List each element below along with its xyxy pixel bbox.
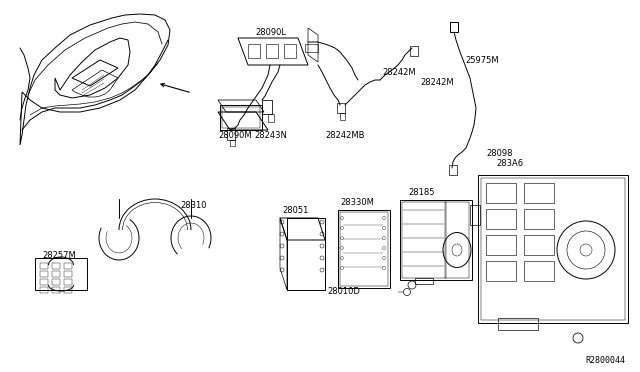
Bar [340, 212, 388, 286]
Bar [498, 318, 538, 330]
Text: 28242M: 28242M [420, 77, 454, 87]
Bar [52, 263, 60, 269]
Bar [230, 140, 235, 146]
Bar [262, 100, 272, 114]
Text: 28010D: 28010D [327, 288, 360, 296]
Text: 28090M: 28090M [218, 131, 252, 140]
Bar [400, 200, 472, 280]
Text: 28090L: 28090L [255, 28, 286, 36]
Bar [52, 271, 60, 277]
Bar [220, 105, 262, 130]
Bar [486, 183, 516, 203]
Bar [410, 46, 418, 56]
Bar [450, 22, 458, 32]
Bar [524, 235, 554, 255]
Bar [402, 202, 446, 278]
Text: 28242MB: 28242MB [325, 131, 365, 140]
Bar [481, 178, 625, 320]
Bar [40, 279, 48, 285]
Bar [52, 279, 60, 285]
Bar [338, 210, 390, 288]
Bar [268, 114, 274, 122]
Text: R2800044: R2800044 [585, 356, 625, 365]
Bar [64, 279, 72, 285]
Text: 28185: 28185 [408, 187, 435, 196]
Bar [35, 258, 87, 290]
Text: 28310: 28310 [180, 201, 207, 209]
Text: 28242M: 28242M [382, 67, 415, 77]
Bar [64, 287, 72, 293]
Bar [52, 287, 60, 293]
Bar [227, 128, 235, 140]
Text: 28243N: 28243N [254, 131, 287, 140]
Text: 283A6: 283A6 [496, 158, 523, 167]
Bar [40, 263, 48, 269]
Bar [470, 205, 480, 225]
Bar [445, 202, 469, 278]
Bar [486, 209, 516, 229]
Bar [486, 235, 516, 255]
Bar [287, 218, 325, 290]
Bar [415, 278, 433, 284]
Bar [524, 183, 554, 203]
Bar [64, 271, 72, 277]
Bar [486, 261, 516, 281]
Text: 28051: 28051 [282, 205, 308, 215]
Text: 25975M: 25975M [465, 55, 499, 64]
Bar [40, 287, 48, 293]
Bar [449, 165, 457, 175]
Bar [337, 103, 345, 113]
Bar [478, 175, 628, 323]
Text: 28098: 28098 [486, 148, 513, 157]
Text: 28257M: 28257M [42, 250, 76, 260]
Bar [524, 261, 554, 281]
Bar [524, 209, 554, 229]
Bar [340, 113, 345, 120]
Bar [40, 271, 48, 277]
Bar [64, 263, 72, 269]
Bar [222, 107, 260, 128]
Text: 28330M: 28330M [340, 198, 374, 206]
